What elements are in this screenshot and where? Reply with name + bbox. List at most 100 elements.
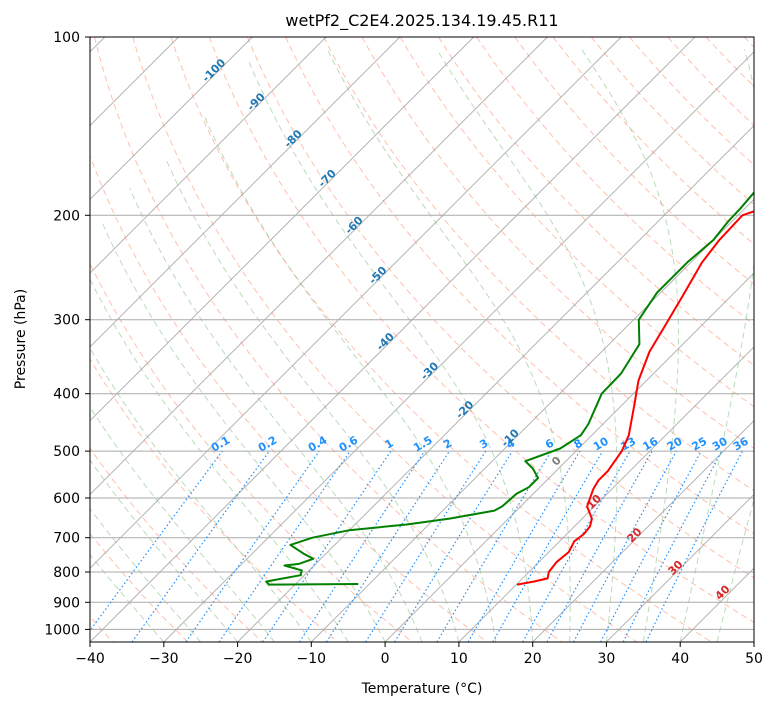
plot-area: 0.1 0.2 0.4 0.6 1 1.5 2 3 4 6 8 10 13 16 20 25 30 36-100-… xyxy=(90,37,754,642)
dry-adiabat-label: -10 xyxy=(499,426,522,449)
dry-adiabat-line xyxy=(514,37,754,285)
dry-adiabat-line xyxy=(476,37,754,326)
isotherm-line xyxy=(90,37,696,642)
moist-adiabat-line xyxy=(716,497,754,642)
dry-adiabat-label: -100 xyxy=(200,56,229,85)
moist-adiabat-line xyxy=(90,459,238,642)
mixing-ratio-line xyxy=(218,450,351,642)
mixing-ratio-line xyxy=(436,450,552,642)
x-tick-label: 10 xyxy=(450,651,468,667)
dry-adiabat-line xyxy=(90,154,488,642)
mixing-ratio-line xyxy=(262,450,392,642)
isotherm-line xyxy=(458,346,754,642)
y-tick-label: 200 xyxy=(53,208,80,224)
x-tick-label: −20 xyxy=(223,651,253,667)
dry-adiabat-line xyxy=(208,37,754,624)
y-tick-label: 800 xyxy=(53,565,80,581)
dewpoint-profile-line xyxy=(265,190,754,586)
x-tick-label: 30 xyxy=(597,651,615,667)
freezing-level-label: 0 xyxy=(549,454,564,469)
mixing-ratio-line xyxy=(185,450,320,642)
isotherm-line xyxy=(90,37,253,201)
mixing-ratio-line xyxy=(394,450,513,642)
dry-adiabat-line xyxy=(590,37,754,205)
moist-adiabat-line xyxy=(203,114,497,642)
mixing-ratio-line xyxy=(522,450,631,642)
mixing-ratio-line xyxy=(572,450,677,642)
moist-adiabat-line xyxy=(90,347,312,642)
dry-adiabat-line xyxy=(170,37,712,642)
dry-adiabat-label: -70 xyxy=(316,167,339,190)
dry-adiabat-line xyxy=(90,262,413,642)
background-lines xyxy=(90,37,754,642)
x-tick-label: 40 xyxy=(671,651,689,667)
moist-adiabat-line xyxy=(581,49,679,642)
dry-adiabat-line xyxy=(94,37,563,642)
x-axis-label: Temperature (°C) xyxy=(361,681,483,697)
dry-adiabat-line xyxy=(323,37,754,492)
moist-adiabat-line xyxy=(101,221,386,642)
dry-adiabat-line xyxy=(552,37,754,245)
y-tick-label: 600 xyxy=(53,491,80,507)
y-tick-label: 300 xyxy=(53,313,80,329)
moist-adiabat-label: 30 xyxy=(666,558,686,578)
mixing-ratio-line xyxy=(299,450,426,642)
moist-adiabat-line xyxy=(679,49,754,642)
y-axis-label: Pressure (hPa) xyxy=(13,289,29,389)
isotherm-line xyxy=(90,37,401,348)
x-tick-label: 20 xyxy=(524,651,542,667)
y-tick-label: 500 xyxy=(53,444,80,460)
mixing-ratio-line xyxy=(131,450,270,642)
y-tick-label: 1000 xyxy=(44,622,80,638)
x-tick-label: 50 xyxy=(745,651,763,667)
moist-adiabat-line xyxy=(436,49,618,642)
isotherm-line xyxy=(679,567,754,642)
mixing-ratio-line xyxy=(90,450,223,632)
plot-frame xyxy=(89,36,755,643)
moist-adiabat-line xyxy=(90,406,275,642)
mixing-ratio-line xyxy=(622,450,723,642)
isotherm-line xyxy=(90,37,475,422)
moist-adiabat-line xyxy=(248,61,534,642)
y-tick-label: 900 xyxy=(53,595,80,611)
mixing-ratio-line xyxy=(546,450,653,642)
dry-adiabat-label: -80 xyxy=(282,127,305,150)
isotherm-line xyxy=(90,37,327,274)
isotherm-line xyxy=(753,641,754,642)
isotherm-line xyxy=(532,419,754,642)
mixing-ratio-line xyxy=(600,450,702,642)
mixing-ratio-label: 1 xyxy=(383,437,396,452)
isotherm-line xyxy=(90,37,622,569)
dry-adiabat-label: -20 xyxy=(453,398,476,421)
moist-adiabat-line xyxy=(326,49,571,642)
isotherm-line xyxy=(237,124,754,642)
x-tick-label: 0 xyxy=(381,651,390,667)
moist-adiabat-line xyxy=(753,640,754,642)
dry-adiabat-line xyxy=(629,37,754,166)
moist-adiabat-label: 40 xyxy=(713,582,733,602)
moist-adiabat-line xyxy=(90,278,349,642)
isotherm-line xyxy=(606,493,754,642)
y-tick-label: 700 xyxy=(53,531,80,547)
dry-adiabat-label: -60 xyxy=(342,214,365,237)
dry-adiabat-label: -50 xyxy=(366,264,389,287)
x-tick-label: −40 xyxy=(75,651,105,667)
dry-adiabat-line xyxy=(667,37,754,127)
dry-adiabat-line xyxy=(285,37,754,535)
isotherm-line xyxy=(310,198,754,642)
dry-adiabat-line xyxy=(246,37,754,579)
mixing-ratio-label: 6 xyxy=(543,436,556,451)
moist-adiabat-line xyxy=(90,507,202,642)
dry-adiabat-line xyxy=(743,37,754,48)
temperature-profile-line xyxy=(516,210,754,586)
moist-adiabat-label: 20 xyxy=(625,525,645,545)
moist-adiabat-line xyxy=(129,187,423,642)
mixing-ratio-label: 2 xyxy=(441,437,454,452)
isotherm-line xyxy=(163,51,754,642)
dry-adiabat-label: -90 xyxy=(245,90,268,113)
axis-ticks: −40 −30 −20 −10 0 10 20 30 40 5010020030040050060… xyxy=(44,30,763,667)
dry-adiabat-line xyxy=(90,358,338,642)
chart-title: wetPf2_C2E4.2025.134.19.45.R11 xyxy=(285,11,558,31)
mixing-ratio-line xyxy=(325,450,450,642)
